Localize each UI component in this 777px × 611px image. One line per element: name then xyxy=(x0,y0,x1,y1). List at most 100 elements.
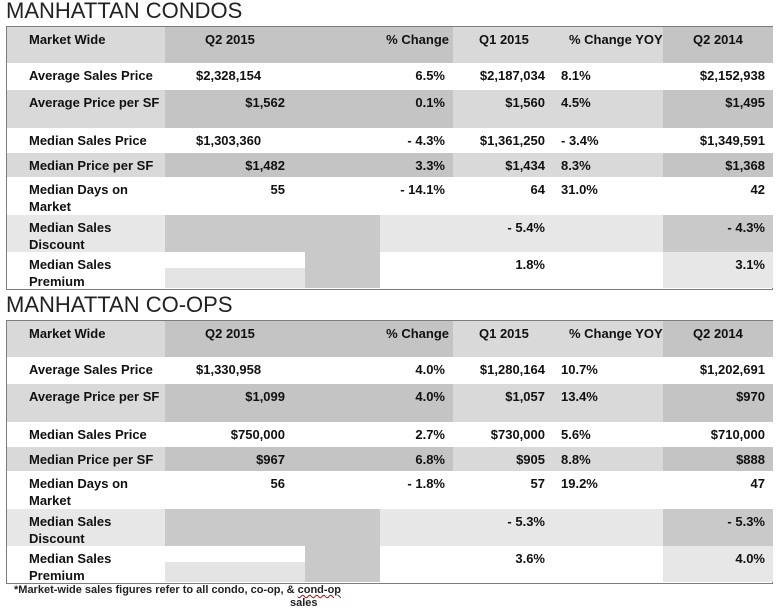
header-pct-change-yoy: % Change YOY xyxy=(553,321,663,357)
q1-2015-value: $1,434 xyxy=(453,153,553,177)
table-row: Average Sales Price $2,328,154 6.5% $2,1… xyxy=(7,63,773,90)
table-row: Median Sales Price $1,303,360 - 4.3% $1,… xyxy=(7,128,773,153)
header-q2-2014: Q2 2014 xyxy=(663,27,773,63)
pct-change-value: - 14.1% xyxy=(305,177,453,215)
header-q2-2015: Q2 2015 xyxy=(165,27,305,63)
q2-2015-value xyxy=(165,215,305,252)
row-label: Average Price per SF xyxy=(7,90,165,128)
pct-change-value: 4.0% xyxy=(305,357,453,384)
q2-2014-value: - 5.3% xyxy=(663,509,773,546)
blank-fill xyxy=(165,562,305,582)
pct-change-value: 3.3% xyxy=(305,153,453,177)
q2-2015-value: 55 xyxy=(165,177,305,215)
table-row: Median Sales Price $750,000 2.7% $730,00… xyxy=(7,422,773,447)
q2-2014-value: $710,000 xyxy=(663,422,773,447)
condos-table: Market Wide Q2 2015 % Change Q1 2015 % C… xyxy=(6,26,773,290)
row-label: Median Sales Premium xyxy=(7,546,165,583)
q1-2015-value: 3.6% xyxy=(380,546,553,582)
pct-change-value: 6.8% xyxy=(305,447,453,471)
table-row: Average Sales Price $1,330,958 4.0% $1,2… xyxy=(7,357,773,384)
q2-2014-value: 4.0% xyxy=(663,546,773,582)
row-label: Median Price per SF xyxy=(7,153,165,177)
q1-2015-value: $1,560 xyxy=(453,90,553,128)
q2-2015-value xyxy=(165,509,305,546)
table-row: Median Price per SF $1,482 3.3% $1,434 8… xyxy=(7,153,773,177)
q1-2015-value: - 5.4% xyxy=(380,215,553,252)
row-label: Median Price per SF xyxy=(7,447,165,471)
table-row: Median Sales Premium 3.6% 4.0% xyxy=(7,546,773,583)
q2-2014-value: $970 xyxy=(663,384,773,422)
coops-title: MANHATTAN CO-OPS xyxy=(6,292,233,317)
row-label: Median Days on Market xyxy=(7,177,165,215)
row-label: Median Sales Price xyxy=(7,128,165,153)
q2-2015-value: $1,099 xyxy=(165,384,305,422)
table-row: Median Sales Discount - 5.3% - 5.3% xyxy=(7,509,773,546)
q2-2014-value: $2,152,938 xyxy=(663,63,773,90)
pct-change-value: - 1.8% xyxy=(305,471,453,509)
footnote-underlined-word: cond-op xyxy=(297,584,342,596)
q2-2015-value: $750,000 xyxy=(165,422,305,447)
pct-change-yoy-value: - 3.4% xyxy=(553,128,663,153)
pct-change-yoy-value: 4.5% xyxy=(553,90,663,128)
pct-change-yoy-value xyxy=(553,509,663,546)
pct-change-value xyxy=(305,509,380,546)
q2-2015-value: $1,330,958 xyxy=(165,357,305,384)
pct-change-yoy-value xyxy=(553,546,663,582)
pct-change-value: - 4.3% xyxy=(305,128,453,153)
header-pct-change: % Change xyxy=(305,321,453,357)
header-pct-change-yoy: % Change YOY xyxy=(553,27,663,63)
q2-2015-value: $1,482 xyxy=(165,153,305,177)
pct-change-yoy-value: 5.6% xyxy=(553,422,663,447)
coops-table: Market Wide Q2 2015 % Change Q1 2015 % C… xyxy=(6,320,773,584)
table-row: Median Price per SF $967 6.8% $905 8.8% … xyxy=(7,447,773,471)
q1-2015-value: 1.8% xyxy=(380,252,553,288)
header-market-wide: Market Wide xyxy=(7,321,165,357)
header-pct-change: % Change xyxy=(305,27,453,63)
q2-2014-value: 42 xyxy=(663,177,773,215)
pct-change-yoy-value: 8.3% xyxy=(553,153,663,177)
q2-2015-value: $1,562 xyxy=(165,90,305,128)
row-label: Median Sales Discount xyxy=(7,509,165,546)
pct-change-yoy-value: 19.2% xyxy=(553,471,663,509)
header-market-wide: Market Wide xyxy=(7,27,165,63)
row-label: Average Sales Price xyxy=(7,357,165,384)
pct-change-yoy-value: 8.8% xyxy=(553,447,663,471)
pct-change-value xyxy=(305,252,380,288)
pct-change-value xyxy=(305,215,380,252)
header-q2-2014: Q2 2014 xyxy=(663,321,773,357)
condos-title: MANHATTAN CONDOS xyxy=(6,0,243,23)
q1-2015-value: $1,280,164 xyxy=(453,357,553,384)
q2-2015-value: $1,303,360 xyxy=(165,128,305,153)
q2-2014-value: - 4.3% xyxy=(663,215,773,252)
header-q1-2015: Q1 2015 xyxy=(453,321,553,357)
pct-change-yoy-value xyxy=(553,215,663,252)
row-label: Median Sales Premium xyxy=(7,252,165,289)
pct-change-value: 4.0% xyxy=(305,384,453,422)
q1-2015-value: 64 xyxy=(453,177,553,215)
row-label: Median Days on Market xyxy=(7,471,165,509)
q1-2015-value: $730,000 xyxy=(453,422,553,447)
pct-change-value: 2.7% xyxy=(305,422,453,447)
pct-change-yoy-value: 13.4% xyxy=(553,384,663,422)
row-label: Median Sales Price xyxy=(7,422,165,447)
q1-2015-value: 57 xyxy=(453,471,553,509)
q2-2015-value: 56 xyxy=(165,471,305,509)
footnote: *Market-wide sales figures refer to all … xyxy=(14,584,344,610)
q2-2014-value: $1,495 xyxy=(663,90,773,128)
pct-change-yoy-value: 31.0% xyxy=(553,177,663,215)
q2-2014-value: $888 xyxy=(663,447,773,471)
q2-2014-value: 47 xyxy=(663,471,773,509)
header-q1-2015: Q1 2015 xyxy=(453,27,553,63)
footnote-text: *Market-wide sales figures refer to all … xyxy=(14,584,298,596)
table-row: Median Days on Market 55 - 14.1% 64 31.0… xyxy=(7,177,773,215)
table-row: Average Price per SF $1,099 4.0% $1,057 … xyxy=(7,384,773,422)
q2-2014-value: $1,202,691 xyxy=(663,357,773,384)
blank-fill xyxy=(165,268,305,288)
q1-2015-value: $1,057 xyxy=(453,384,553,422)
q1-2015-value: $1,361,250 xyxy=(453,128,553,153)
table-header-row: Market Wide Q2 2015 % Change Q1 2015 % C… xyxy=(7,27,773,63)
pct-change-yoy-value: 10.7% xyxy=(553,357,663,384)
q2-2015-value: $967 xyxy=(165,447,305,471)
q1-2015-value: $905 xyxy=(453,447,553,471)
row-label: Median Sales Discount xyxy=(7,215,165,252)
